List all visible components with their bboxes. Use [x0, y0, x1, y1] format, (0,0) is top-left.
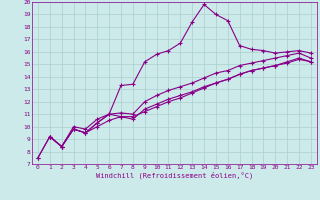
X-axis label: Windchill (Refroidissement éolien,°C): Windchill (Refroidissement éolien,°C) — [96, 172, 253, 179]
